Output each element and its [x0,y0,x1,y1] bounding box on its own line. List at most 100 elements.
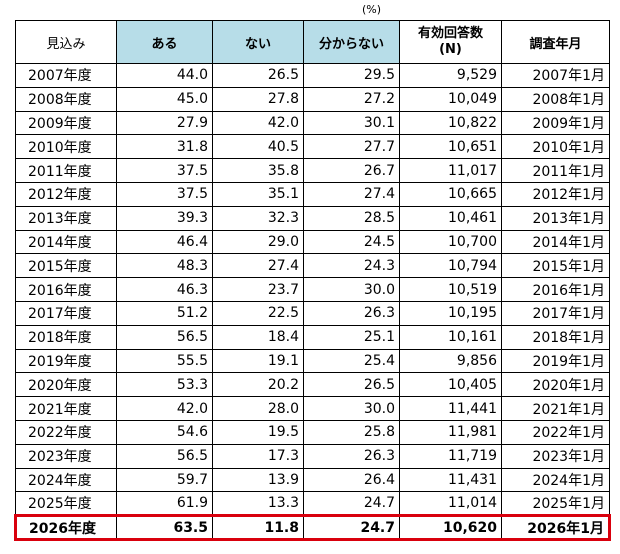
nai-cell: 20.2 [212,372,304,398]
table-row: 2013年度 39.3 32.3 28.5 10,461 2013年1月 [15,205,610,231]
year-cell: 2012年度 [15,181,117,207]
aru-cell: 31.8 [116,134,213,160]
valid-responses-cell: 11,981 [399,419,502,445]
valid-responses-cell: 10,519 [399,277,502,302]
table-row: 2018年度 56.5 18.4 25.1 10,161 2018年1月 [15,324,610,350]
aru-cell: 42.0 [116,396,213,421]
header-valid-responses: 有効回答数 (N) [399,20,502,64]
survey-date-cell: 2021年1月 [501,396,610,421]
wakaranai-cell: 28.5 [303,205,400,231]
aru-cell: 55.5 [116,348,213,374]
nai-cell: 40.5 [212,134,304,160]
survey-date-cell: 2008年1月 [501,86,610,112]
header-valid-responses-n: (N) [439,42,462,57]
header-aru: ある [116,20,213,64]
valid-responses-cell: 11,014 [399,491,502,517]
survey-date-cell: 2017年1月 [501,300,610,326]
year-cell: 2011年度 [15,158,117,183]
valid-responses-cell: 11,431 [399,467,502,493]
nai-cell: 42.0 [212,110,304,136]
valid-responses-cell: 11,441 [399,396,502,421]
year-cell: 2009年度 [15,110,117,136]
wakaranai-cell: 26.7 [303,158,400,183]
wakaranai-cell: 29.5 [303,63,400,88]
nai-cell: 35.1 [212,181,304,207]
table-row: 2010年度 31.8 40.5 27.7 10,651 2010年1月 [15,134,610,160]
nai-cell: 13.9 [212,467,304,493]
nai-cell: 27.4 [212,253,304,279]
aru-cell: 39.3 [116,205,213,231]
survey-date-cell: 2009年1月 [501,110,610,136]
wakaranai-cell: 27.2 [303,86,400,112]
valid-responses-cell: 10,794 [399,253,502,279]
nai-cell: 23.7 [212,277,304,302]
wakaranai-cell: 25.1 [303,324,400,350]
wakaranai-cell: 25.8 [303,419,400,445]
table-row: 2015年度 48.3 27.4 24.3 10,794 2015年1月 [15,253,610,279]
aru-cell: 37.5 [116,158,213,183]
aru-cell: 46.4 [116,229,213,255]
valid-responses-cell: 10,049 [399,86,502,112]
valid-responses-cell: 10,700 [399,229,502,255]
wakaranai-cell: 30.0 [303,277,400,302]
table-row: 2011年度 37.5 35.8 26.7 11,017 2011年1月 [15,158,610,183]
valid-responses-cell: 9,529 [399,63,502,88]
year-cell: 2017年度 [15,300,117,326]
wakaranai-cell: 24.7 [303,491,400,517]
aru-cell: 63.5 [116,514,213,541]
table-row: 2019年度 55.5 19.1 25.4 9,856 2019年1月 [15,348,610,374]
nai-cell: 19.5 [212,419,304,445]
year-cell: 2007年度 [15,63,117,88]
table-row: 2023年度 56.5 17.3 26.3 11,719 2023年1月 [15,443,610,469]
nai-cell: 17.3 [212,443,304,469]
aru-cell: 56.5 [116,324,213,350]
year-cell: 2023年度 [15,443,117,469]
valid-responses-cell: 10,651 [399,134,502,160]
year-cell: 2015年度 [15,253,117,279]
aru-cell: 56.5 [116,443,213,469]
table-row: 2020年度 53.3 20.2 26.5 10,405 2020年1月 [15,372,610,398]
survey-date-cell: 2016年1月 [501,277,610,302]
year-cell: 2008年度 [15,86,117,112]
aru-cell: 59.7 [116,467,213,493]
survey-date-cell: 2025年1月 [501,491,610,517]
nai-cell: 28.0 [212,396,304,421]
aru-cell: 45.0 [116,86,213,112]
forecast-table: 見込み ある ない 分からない 有効回答数 (N) 調査年月 2007年度 44.… [14,20,611,541]
header-mikomi: 見込み [15,20,117,64]
survey-date-cell: 2023年1月 [501,443,610,469]
aru-cell: 61.9 [116,491,213,517]
survey-date-cell: 2019年1月 [501,348,610,374]
valid-responses-cell: 9,856 [399,348,502,374]
year-cell: 2019年度 [15,348,117,374]
valid-responses-cell: 10,405 [399,372,502,398]
aru-cell: 27.9 [116,110,213,136]
survey-date-cell: 2010年1月 [501,134,610,160]
table-row: 2014年度 46.4 29.0 24.5 10,700 2014年1月 [15,229,610,255]
wakaranai-cell: 30.1 [303,110,400,136]
year-cell: 2018年度 [15,324,117,350]
table-row: 2026年度 63.5 11.8 24.7 10,620 2026年1月 [14,514,611,541]
wakaranai-cell: 30.0 [303,396,400,421]
wakaranai-cell: 24.7 [303,514,400,541]
wakaranai-cell: 26.3 [303,443,400,469]
survey-date-cell: 2018年1月 [501,324,610,350]
table-body: 2007年度 44.0 26.5 29.5 9,529 2007年1月 2008年度 45.0… [14,63,611,541]
aru-cell: 51.2 [116,300,213,326]
header-survey-date: 調査年月 [501,20,610,64]
valid-responses-cell: 10,822 [399,110,502,136]
nai-cell: 18.4 [212,324,304,350]
header-nai: ない [212,20,304,64]
table-row: 2021年度 42.0 28.0 30.0 11,441 2021年1月 [15,396,610,421]
aru-cell: 54.6 [116,419,213,445]
nai-cell: 29.0 [212,229,304,255]
table-row: 2017年度 51.2 22.5 26.3 10,195 2017年1月 [15,300,610,326]
year-cell: 2020年度 [15,372,117,398]
year-cell: 2026年度 [14,514,117,541]
valid-responses-cell: 11,017 [399,158,502,183]
aru-cell: 48.3 [116,253,213,279]
survey-date-cell: 2024年1月 [501,467,610,493]
nai-cell: 32.3 [212,205,304,231]
table-row: 2022年度 54.6 19.5 25.8 11,981 2022年1月 [15,419,610,445]
survey-date-cell: 2007年1月 [501,63,610,88]
